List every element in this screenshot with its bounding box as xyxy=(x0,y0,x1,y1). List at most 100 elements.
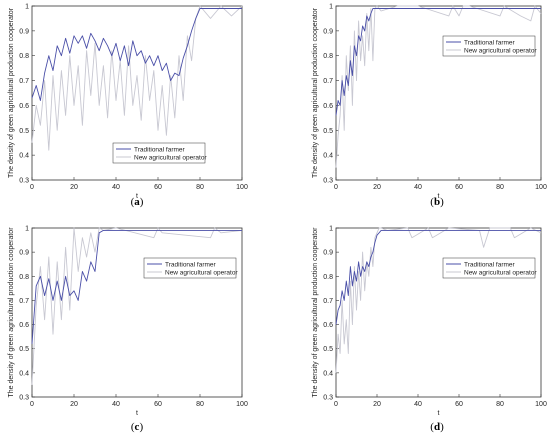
y-tick-label: 0.9 xyxy=(323,28,333,35)
y-tick-label: 0.6 xyxy=(19,103,29,110)
y-tick-label: 1 xyxy=(25,226,29,233)
y-tick-label: 0.5 xyxy=(19,128,29,135)
legend xyxy=(442,35,536,57)
x-tick-label: 40 xyxy=(112,401,120,408)
x-tick-label: 0 xyxy=(30,184,34,191)
x-tick-label: 100 xyxy=(535,401,547,408)
panel-d: 0 20 40 60 80 100 0.3 0.4 0.5 0.6 0.7 0.8 0.9 1 t The d… xyxy=(312,226,547,434)
y-axis-label: The density of green agricultural produc… xyxy=(312,227,319,398)
series-traditional-farmer xyxy=(31,8,242,101)
y-tick-label: 0.5 xyxy=(323,346,333,353)
series-new-agricultural-operator xyxy=(31,5,243,151)
y-tick-label: 0.8 xyxy=(323,53,333,60)
y-tick-label: 1 xyxy=(329,4,333,11)
x-tick-label: 80 xyxy=(496,184,504,191)
y-tick-label: 0.5 xyxy=(19,346,29,353)
x-tick-label: 60 xyxy=(154,401,162,408)
x-tick-label: 80 xyxy=(196,184,204,191)
y-tick-label: 0.9 xyxy=(323,250,333,257)
y-tick-label: 0.4 xyxy=(323,153,333,160)
series-traditional-farmer xyxy=(31,229,242,344)
panel-b: 0 20 40 60 80 100 0.3 0.4 0.5 0.6 0.7 0.8 0.9 1 t The d… xyxy=(312,4,547,209)
x-axis-label: t xyxy=(438,410,440,417)
y-tick-label: 0.7 xyxy=(19,78,29,85)
panel-caption: (d) xyxy=(430,421,444,433)
legend-entry: New agricultural operator xyxy=(464,47,537,54)
y-tick-label: 0.7 xyxy=(19,298,29,305)
y-tick-label: 1 xyxy=(329,226,333,233)
x-tick-label: 100 xyxy=(535,184,547,191)
panel-a: 0 20 40 60 80 100 0.3 0.4 0.5 0.6 0.7 0.8 0.9 1 t The d… xyxy=(8,4,248,209)
panel-caption: (b) xyxy=(430,196,444,208)
x-tick-label: 40 xyxy=(414,401,422,408)
x-tick-label: 20 xyxy=(70,401,78,408)
y-tick-label: 0.7 xyxy=(323,298,333,305)
x-tick-label: 80 xyxy=(196,401,204,408)
x-tick-label: 80 xyxy=(496,401,504,408)
y-tick-label: 0.4 xyxy=(323,370,333,377)
panel-label: b xyxy=(434,196,440,208)
plot-area xyxy=(335,227,542,398)
series-traditional-farmer xyxy=(335,8,541,116)
plot-area xyxy=(335,5,542,181)
x-axis-label: t xyxy=(136,193,138,200)
y-tick-label: 0.6 xyxy=(323,103,333,110)
y-axis-label: The density of green agricultural produc… xyxy=(312,7,319,178)
y-tick-label: 0.6 xyxy=(323,322,333,329)
y-tick-label: 0.4 xyxy=(19,370,29,377)
x-tick-label: 40 xyxy=(414,184,422,191)
y-axis-label: The density of green agricultural produc… xyxy=(8,227,15,398)
panel-c: 0 20 40 60 80 100 0.3 0.4 0.5 0.6 0.7 0.8 0.9 1 t The d… xyxy=(8,226,248,434)
panel-caption: (c) xyxy=(131,421,144,433)
y-tick-label: 0.6 xyxy=(19,322,29,329)
x-tick-label: 20 xyxy=(373,401,381,408)
y-tick-label: 1 xyxy=(25,4,29,11)
legend xyxy=(112,142,206,164)
x-tick-label: 0 xyxy=(334,401,338,408)
x-tick-label: 100 xyxy=(236,184,248,191)
legend xyxy=(442,257,536,279)
legend-entry: Traditional farmer xyxy=(464,39,516,46)
plot-area xyxy=(31,227,243,398)
x-tick-label: 0 xyxy=(30,401,34,408)
y-tick-label: 0.8 xyxy=(323,274,333,281)
y-tick-label: 0.7 xyxy=(323,78,333,85)
x-tick-label: 40 xyxy=(112,184,120,191)
x-axis-label: t xyxy=(136,410,138,417)
legend-entry: Traditional farmer xyxy=(464,261,516,268)
y-tick-label: 0.5 xyxy=(323,128,333,135)
x-tick-label: 100 xyxy=(236,401,248,408)
y-tick-label: 0.8 xyxy=(19,53,29,60)
x-tick-label: 60 xyxy=(455,401,463,408)
x-tick-label: 20 xyxy=(373,184,381,191)
y-tick-label: 0.9 xyxy=(19,28,29,35)
legend-entry: New agricultural operator xyxy=(134,154,207,161)
y-tick-label: 0.3 xyxy=(323,395,333,402)
series-traditional-farmer xyxy=(335,229,541,325)
legend-entry: New agricultural operator xyxy=(464,269,537,276)
x-tick-label: 20 xyxy=(70,184,78,191)
y-tick-label: 0.8 xyxy=(19,274,29,281)
y-tick-label: 0.3 xyxy=(323,178,333,185)
y-tick-label: 0.9 xyxy=(19,250,29,257)
y-axis-label: The density of green agricultural produc… xyxy=(8,7,15,178)
panel-label: d xyxy=(434,421,440,433)
x-axis-label: t xyxy=(438,193,440,200)
legend xyxy=(143,257,237,279)
series-new-agricultural-operator xyxy=(335,227,542,373)
legend-entry: New agricultural operator xyxy=(165,269,238,276)
panel-caption: (a) xyxy=(131,196,144,208)
legend-entry: Traditional farmer xyxy=(165,261,217,268)
x-tick-label: 60 xyxy=(455,184,463,191)
series-new-agricultural-operator xyxy=(335,5,542,168)
series-new-agricultural-operator xyxy=(31,227,243,385)
x-tick-label: 60 xyxy=(154,184,162,191)
panel-label: a xyxy=(134,196,140,208)
y-tick-label: 0.4 xyxy=(19,153,29,160)
y-tick-label: 0.3 xyxy=(19,178,29,185)
y-tick-label: 0.3 xyxy=(19,395,29,402)
panel-label: c xyxy=(135,421,140,433)
legend-entry: Traditional farmer xyxy=(134,146,186,153)
x-tick-label: 0 xyxy=(334,184,338,191)
